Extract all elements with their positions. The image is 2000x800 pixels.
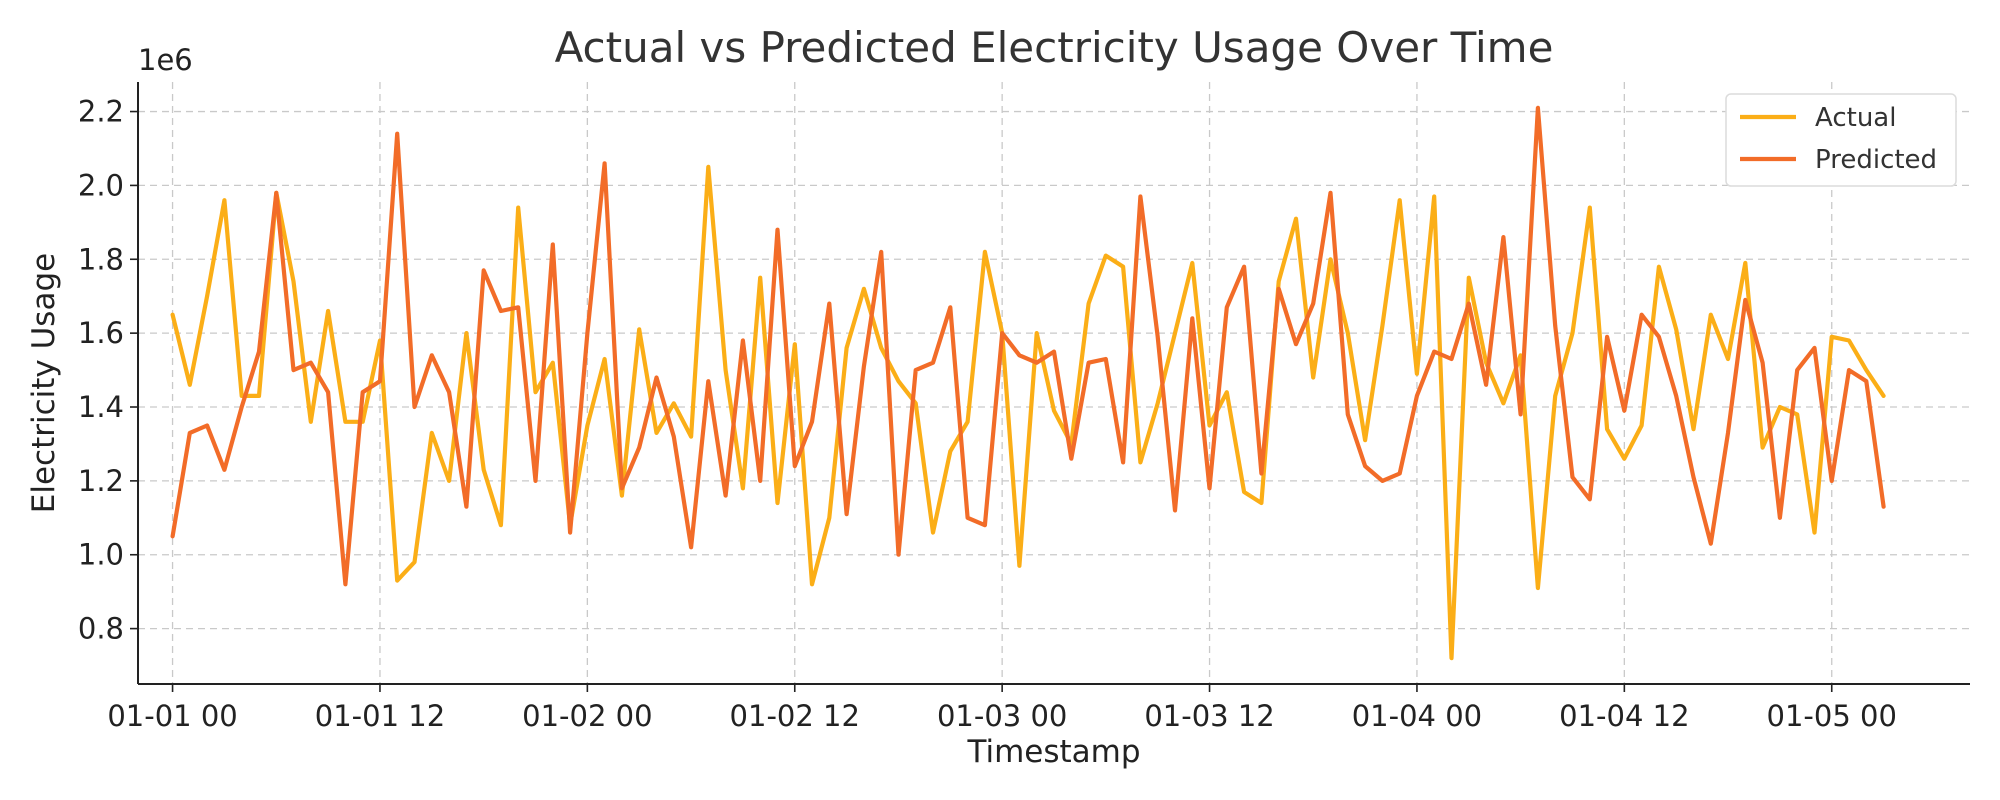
- y-tick-label: 1.4: [78, 390, 124, 424]
- y-tick-label: 2.2: [78, 95, 124, 129]
- series-line-predicted: [170, 105, 1886, 587]
- y-scale-label: 1e6: [138, 43, 193, 77]
- y-tick-label: 0.8: [78, 612, 124, 646]
- axes: [137, 82, 1970, 685]
- y-tick-label: 1.6: [78, 316, 124, 350]
- chart-title: Actual vs Predicted Electricity Usage Ov…: [555, 23, 1554, 72]
- legend-label-predicted: Predicted: [1815, 145, 1937, 175]
- y-tick-label: 1.8: [78, 242, 124, 276]
- x-tick-label: 01-05 00: [1767, 699, 1897, 733]
- ticks: 0.8 1.0 1.2 1.4 1.6 1.8 2.0 2.2 01-01 00 01-01 12…: [78, 95, 1897, 733]
- y-tick-label: 2.0: [78, 168, 124, 202]
- x-tick-label: 01-02 12: [730, 699, 860, 733]
- series-layer: [170, 105, 1886, 661]
- x-tick-label: 01-04 00: [1352, 699, 1482, 733]
- x-tick-label: 01-03 12: [1144, 699, 1274, 733]
- x-tick-label: 01-01 12: [315, 699, 445, 733]
- x-tick-label: 01-01 00: [107, 699, 237, 733]
- y-tick-label: 1.2: [78, 464, 124, 498]
- legend-label-actual: Actual: [1815, 103, 1896, 133]
- y-tick-label: 1.0: [78, 538, 124, 572]
- y-axis-label: Electricity Usage: [26, 253, 62, 513]
- x-tick-label: 01-03 00: [937, 699, 1067, 733]
- series-line-actual: [170, 164, 1886, 661]
- legend: Actual Predicted: [1725, 93, 1957, 187]
- x-axis-label: Timestamp: [966, 734, 1140, 770]
- x-tick-label: 01-02 00: [522, 699, 652, 733]
- x-tick-label: 01-04 12: [1559, 699, 1689, 733]
